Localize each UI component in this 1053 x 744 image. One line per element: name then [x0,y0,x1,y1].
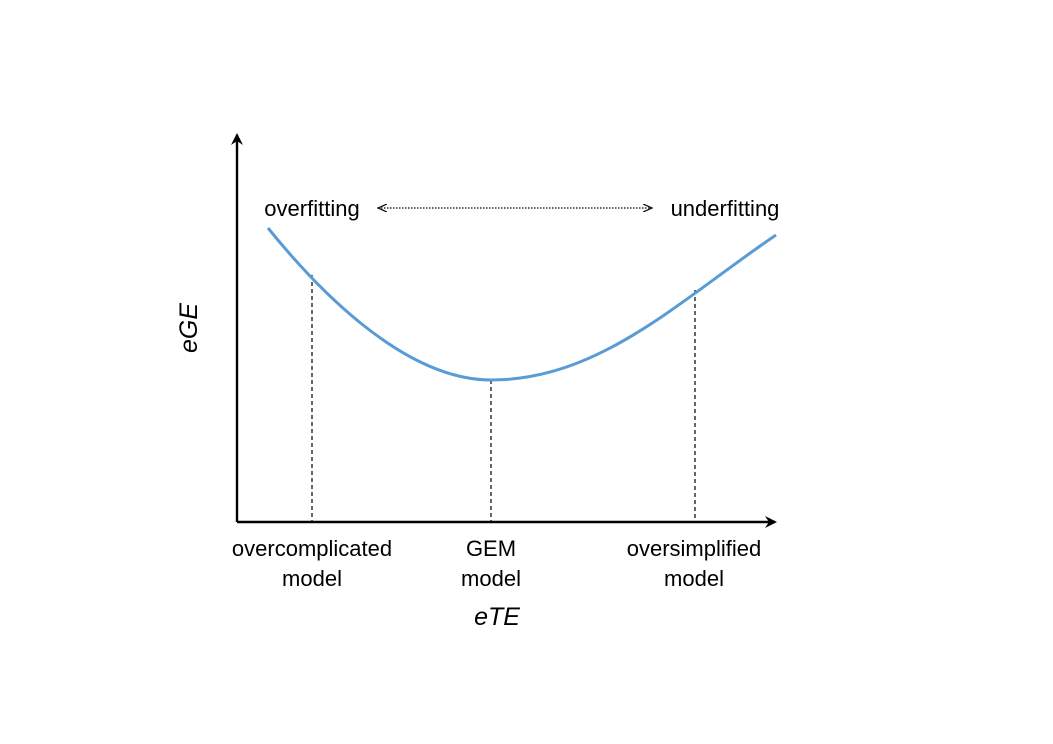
x-axis-label: eTE [474,603,520,631]
overcomplicated-label-line1: overcomplicated [232,536,392,561]
oversimplified-label-line1: oversimplified [627,536,762,561]
error-curve [266,227,777,382]
gem-label-line2: model [461,566,521,591]
underfitting-label: underfitting [671,196,780,221]
overcomplicated-label-line2: model [282,566,342,591]
oversimplified-label-line2: model [664,566,724,591]
gem-label-line1: GEM [466,536,516,561]
overfitting-label: overfitting [264,196,359,221]
y-axis-label: eGE [175,303,203,353]
